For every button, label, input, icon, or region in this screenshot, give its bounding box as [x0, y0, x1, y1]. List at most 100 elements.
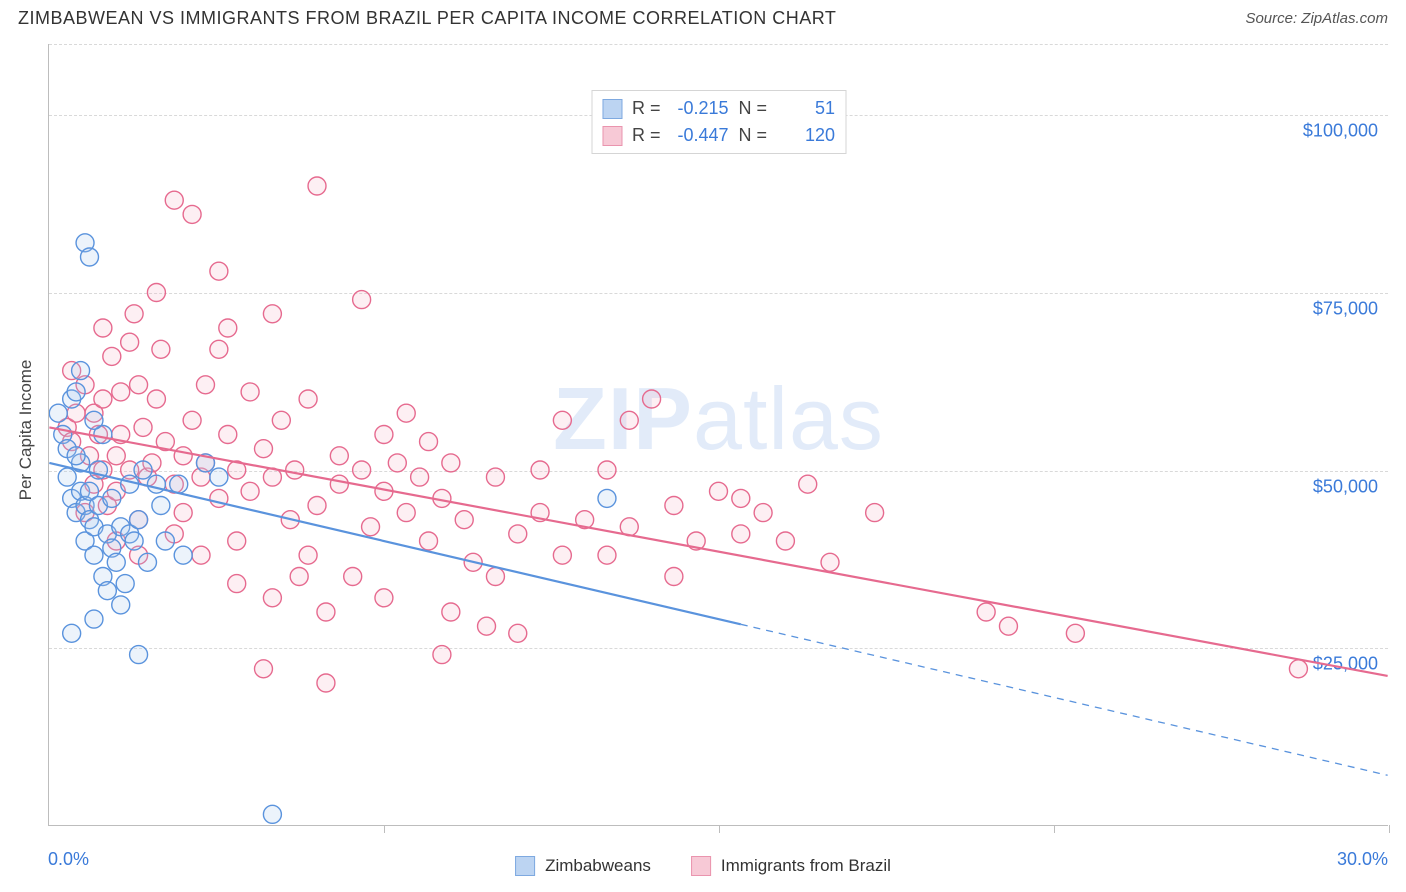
scatter-point	[174, 504, 192, 522]
scatter-point	[353, 461, 371, 479]
scatter-point	[375, 426, 393, 444]
scatter-point	[197, 376, 215, 394]
scatter-point	[620, 411, 638, 429]
scatter-point	[754, 504, 772, 522]
scatter-point	[147, 284, 165, 302]
scatter-point	[308, 177, 326, 195]
scatter-point	[776, 532, 794, 550]
scatter-point	[85, 610, 103, 628]
n-label: N =	[739, 95, 768, 122]
zimbabweans-n-value: 51	[777, 95, 835, 122]
legend-item-brazil: Immigrants from Brazil	[691, 856, 891, 876]
chart-title: ZIMBABWEAN VS IMMIGRANTS FROM BRAZIL PER…	[18, 8, 836, 29]
n-label: N =	[739, 122, 768, 149]
scatter-point	[433, 646, 451, 664]
scatter-point	[486, 468, 504, 486]
scatter-point	[299, 390, 317, 408]
scatter-point	[290, 568, 308, 586]
scatter-point	[821, 553, 839, 571]
scatter-point	[125, 305, 143, 323]
scatter-point	[420, 433, 438, 451]
legend-item-zimbabweans: Zimbabweans	[515, 856, 651, 876]
scatter-point	[103, 347, 121, 365]
scatter-point	[134, 418, 152, 436]
y-axis-label: Per Capita Income	[16, 360, 36, 501]
scatter-point	[103, 489, 121, 507]
scatter-point	[643, 390, 661, 408]
scatter-point	[107, 447, 125, 465]
scatter-point	[344, 568, 362, 586]
scatter-point	[732, 525, 750, 543]
x-tick-label-max: 30.0%	[1337, 849, 1388, 870]
r-label: R =	[632, 122, 661, 149]
scatter-point	[553, 411, 571, 429]
scatter-point	[94, 319, 112, 337]
brazil-swatch-icon	[602, 126, 622, 146]
scatter-point	[228, 575, 246, 593]
scatter-point	[665, 568, 683, 586]
scatter-point	[598, 489, 616, 507]
scatter-point	[665, 497, 683, 515]
scatter-point	[353, 291, 371, 309]
scatter-point	[330, 447, 348, 465]
scatter-point	[241, 482, 259, 500]
scatter-point	[531, 461, 549, 479]
scatter-point	[72, 362, 90, 380]
scatter-point	[147, 390, 165, 408]
scatter-point	[330, 475, 348, 493]
scatter-point	[219, 319, 237, 337]
scatter-point	[478, 617, 496, 635]
scatter-point	[139, 553, 157, 571]
scatter-point	[388, 454, 406, 472]
scatter-point	[98, 582, 116, 600]
x-tick	[719, 825, 720, 833]
x-tick	[1389, 825, 1390, 833]
scatter-point	[170, 475, 188, 493]
scatter-point	[81, 248, 99, 266]
scatter-point	[420, 532, 438, 550]
scatter-point	[241, 383, 259, 401]
scatter-overlay	[49, 44, 1388, 825]
zimbabweans-r-value: -0.215	[671, 95, 729, 122]
scatter-point	[486, 568, 504, 586]
zimbabweans-swatch-icon	[515, 856, 535, 876]
x-tick	[384, 825, 385, 833]
scatter-point	[49, 404, 67, 422]
scatter-point	[272, 411, 290, 429]
scatter-point	[63, 624, 81, 642]
scatter-point	[130, 376, 148, 394]
scatter-point	[125, 532, 143, 550]
scatter-point	[174, 447, 192, 465]
stats-row-brazil: R = -0.447 N = 120	[602, 122, 835, 149]
scatter-point	[152, 497, 170, 515]
stats-row-zimbabweans: R = -0.215 N = 51	[602, 95, 835, 122]
scatter-point	[152, 340, 170, 358]
x-tick-label-min: 0.0%	[48, 849, 89, 870]
trend-line	[49, 427, 1387, 676]
scatter-point	[210, 468, 228, 486]
scatter-point	[94, 390, 112, 408]
scatter-point	[598, 461, 616, 479]
trend-line-dashed	[741, 624, 1388, 775]
scatter-point	[156, 532, 174, 550]
scatter-point	[553, 546, 571, 564]
scatter-point	[192, 546, 210, 564]
title-bar: ZIMBABWEAN VS IMMIGRANTS FROM BRAZIL PER…	[0, 0, 1406, 29]
r-label: R =	[632, 95, 661, 122]
legend-label-zimbabweans: Zimbabweans	[545, 856, 651, 876]
scatter-point	[116, 575, 134, 593]
scatter-point	[210, 340, 228, 358]
scatter-point	[174, 546, 192, 564]
scatter-point	[317, 674, 335, 692]
scatter-point	[866, 504, 884, 522]
scatter-point	[58, 468, 76, 486]
scatter-point	[263, 589, 281, 607]
scatter-point	[254, 440, 272, 458]
scatter-point	[165, 191, 183, 209]
scatter-point	[183, 411, 201, 429]
trend-line-solid	[49, 463, 740, 624]
scatter-point	[130, 511, 148, 529]
brazil-swatch-icon	[691, 856, 711, 876]
scatter-point	[411, 468, 429, 486]
scatter-point	[107, 553, 125, 571]
